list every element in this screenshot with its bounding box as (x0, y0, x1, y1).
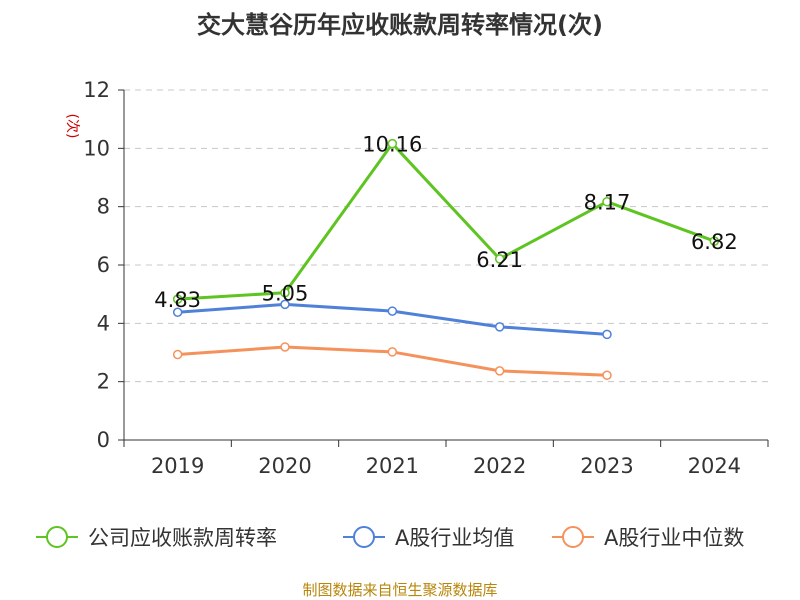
data-point[interactable] (280, 299, 290, 310)
y-tick-label: 2 (97, 370, 110, 394)
data-point[interactable] (494, 322, 505, 332)
data-point[interactable] (280, 342, 290, 352)
legend-swatch-marker (353, 526, 375, 548)
data-point[interactable] (387, 138, 398, 149)
legend-item[interactable]: A股行业中位数 (552, 526, 744, 550)
legend-label: 公司应收账款周转率 (88, 526, 277, 550)
data-point[interactable] (494, 254, 505, 264)
x-tick-label: 2019 (151, 454, 204, 478)
x-tick-label: 2024 (688, 454, 741, 478)
data-point[interactable] (172, 349, 183, 360)
data-label: 6.82 (691, 230, 738, 254)
x-tick-label: 2022 (473, 454, 526, 478)
x-tick-label: 2020 (258, 454, 311, 478)
legend-label: A股行业均值 (395, 526, 514, 550)
series-line (177, 142, 715, 301)
data-point[interactable] (387, 306, 398, 316)
data-label: 4.83 (154, 288, 201, 312)
data-point[interactable] (387, 347, 398, 357)
data-labels: 4.83 5.05 10.16 6.21 8.17 6.82 (154, 133, 737, 312)
source-note: 制图数据来自恒生聚源数据库 (302, 581, 497, 599)
data-point[interactable] (172, 307, 183, 317)
data-label: 8.17 (584, 191, 631, 215)
data-point[interactable] (280, 287, 290, 298)
data-point[interactable] (602, 329, 612, 340)
y-tick-label: 4 (97, 311, 110, 335)
axes: 0 2 4 6 8 10 12 2019 2020 2021 2022 2023 2024 (83, 78, 769, 478)
y-tick-label: 8 (97, 195, 110, 219)
series-group (172, 138, 720, 380)
y-tick-label: 10 (83, 136, 110, 160)
data-point[interactable] (709, 236, 720, 246)
data-point[interactable] (602, 196, 612, 207)
data-point[interactable] (172, 294, 183, 304)
x-tick-label: 2021 (366, 454, 419, 478)
legend[interactable]: 公司应收账款周转率 A股行业均值 A股行业中位数 (36, 526, 744, 550)
data-label: 10.16 (362, 133, 422, 157)
data-point[interactable] (494, 366, 505, 376)
legend-label: A股行业中位数 (604, 526, 744, 550)
data-point[interactable] (602, 370, 612, 380)
data-label: 5.05 (262, 282, 309, 306)
legend-swatch-marker (46, 526, 68, 548)
y-tick-label: 12 (83, 78, 110, 102)
y-tick-label: 6 (97, 253, 110, 277)
legend-item[interactable]: A股行业均值 (343, 526, 514, 550)
legend-item[interactable]: 公司应收账款周转率 (36, 526, 277, 550)
gridlines (124, 89, 768, 383)
x-tick-label: 2023 (580, 454, 633, 478)
y-axis-unit: (次) (64, 114, 80, 139)
legend-swatch-marker (562, 526, 584, 548)
y-tick-label: 0 (97, 428, 110, 452)
data-label: 6.21 (476, 248, 523, 272)
chart-title: 交大慧谷历年应收账款周转率情况(次) (197, 11, 603, 39)
